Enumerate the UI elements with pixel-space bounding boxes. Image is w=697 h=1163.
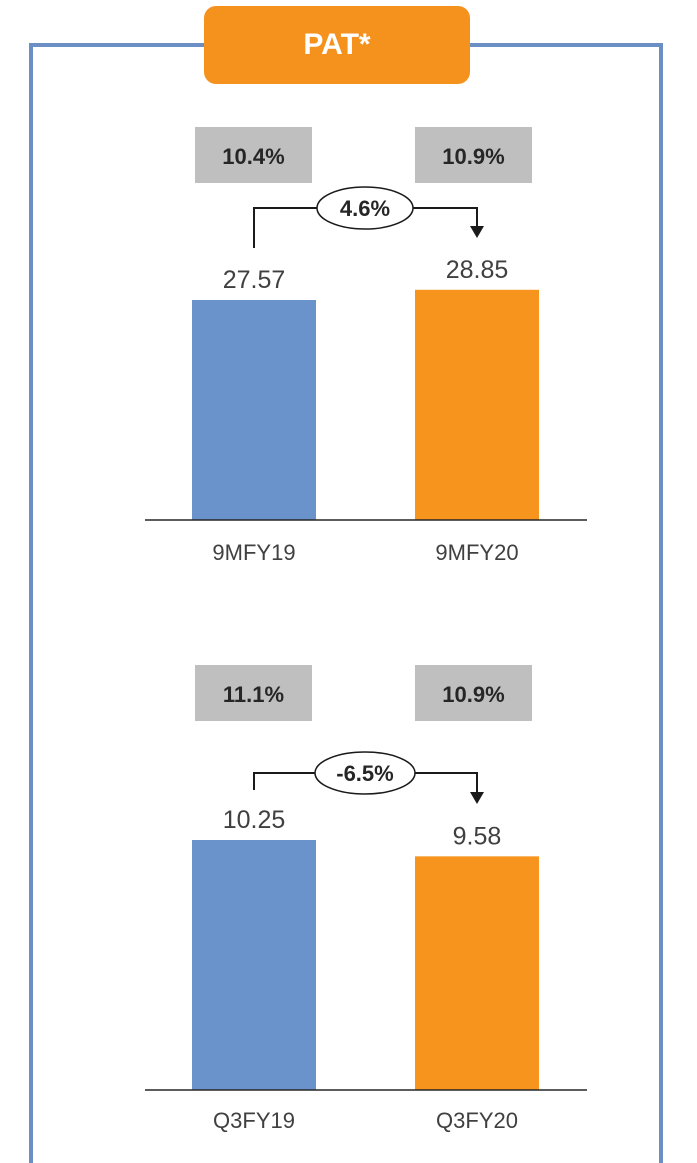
growth-ellipse [314,751,416,795]
bar [415,856,539,1090]
data-label: 9.58 [453,822,502,850]
category-label: 9MFY19 [212,540,295,565]
margin-box [195,665,312,721]
data-label: 10.25 [223,806,286,834]
category-label: Q3FY19 [213,1108,295,1133]
growth-arrowhead [470,226,484,238]
margin-label: 10.9% [442,144,504,169]
margin-box [415,665,532,721]
margin-box [195,127,312,183]
margin-label: 10.9% [442,682,504,707]
growth-arrowhead [470,792,484,804]
growth-label: 4.6% [340,196,390,221]
data-label: 27.57 [223,266,286,294]
margin-label: 11.1% [223,682,284,707]
growth-ellipse [316,186,414,230]
chart-title: PAT* [204,6,470,84]
bar [192,840,316,1090]
category-label: 9MFY20 [435,540,518,565]
margin-label: 10.4% [222,144,284,169]
bar [415,289,539,520]
data-label: 28.85 [446,256,509,284]
bar [192,300,316,520]
growth-label: -6.5% [336,761,393,786]
category-label: Q3FY20 [436,1108,518,1133]
margin-box [415,127,532,183]
